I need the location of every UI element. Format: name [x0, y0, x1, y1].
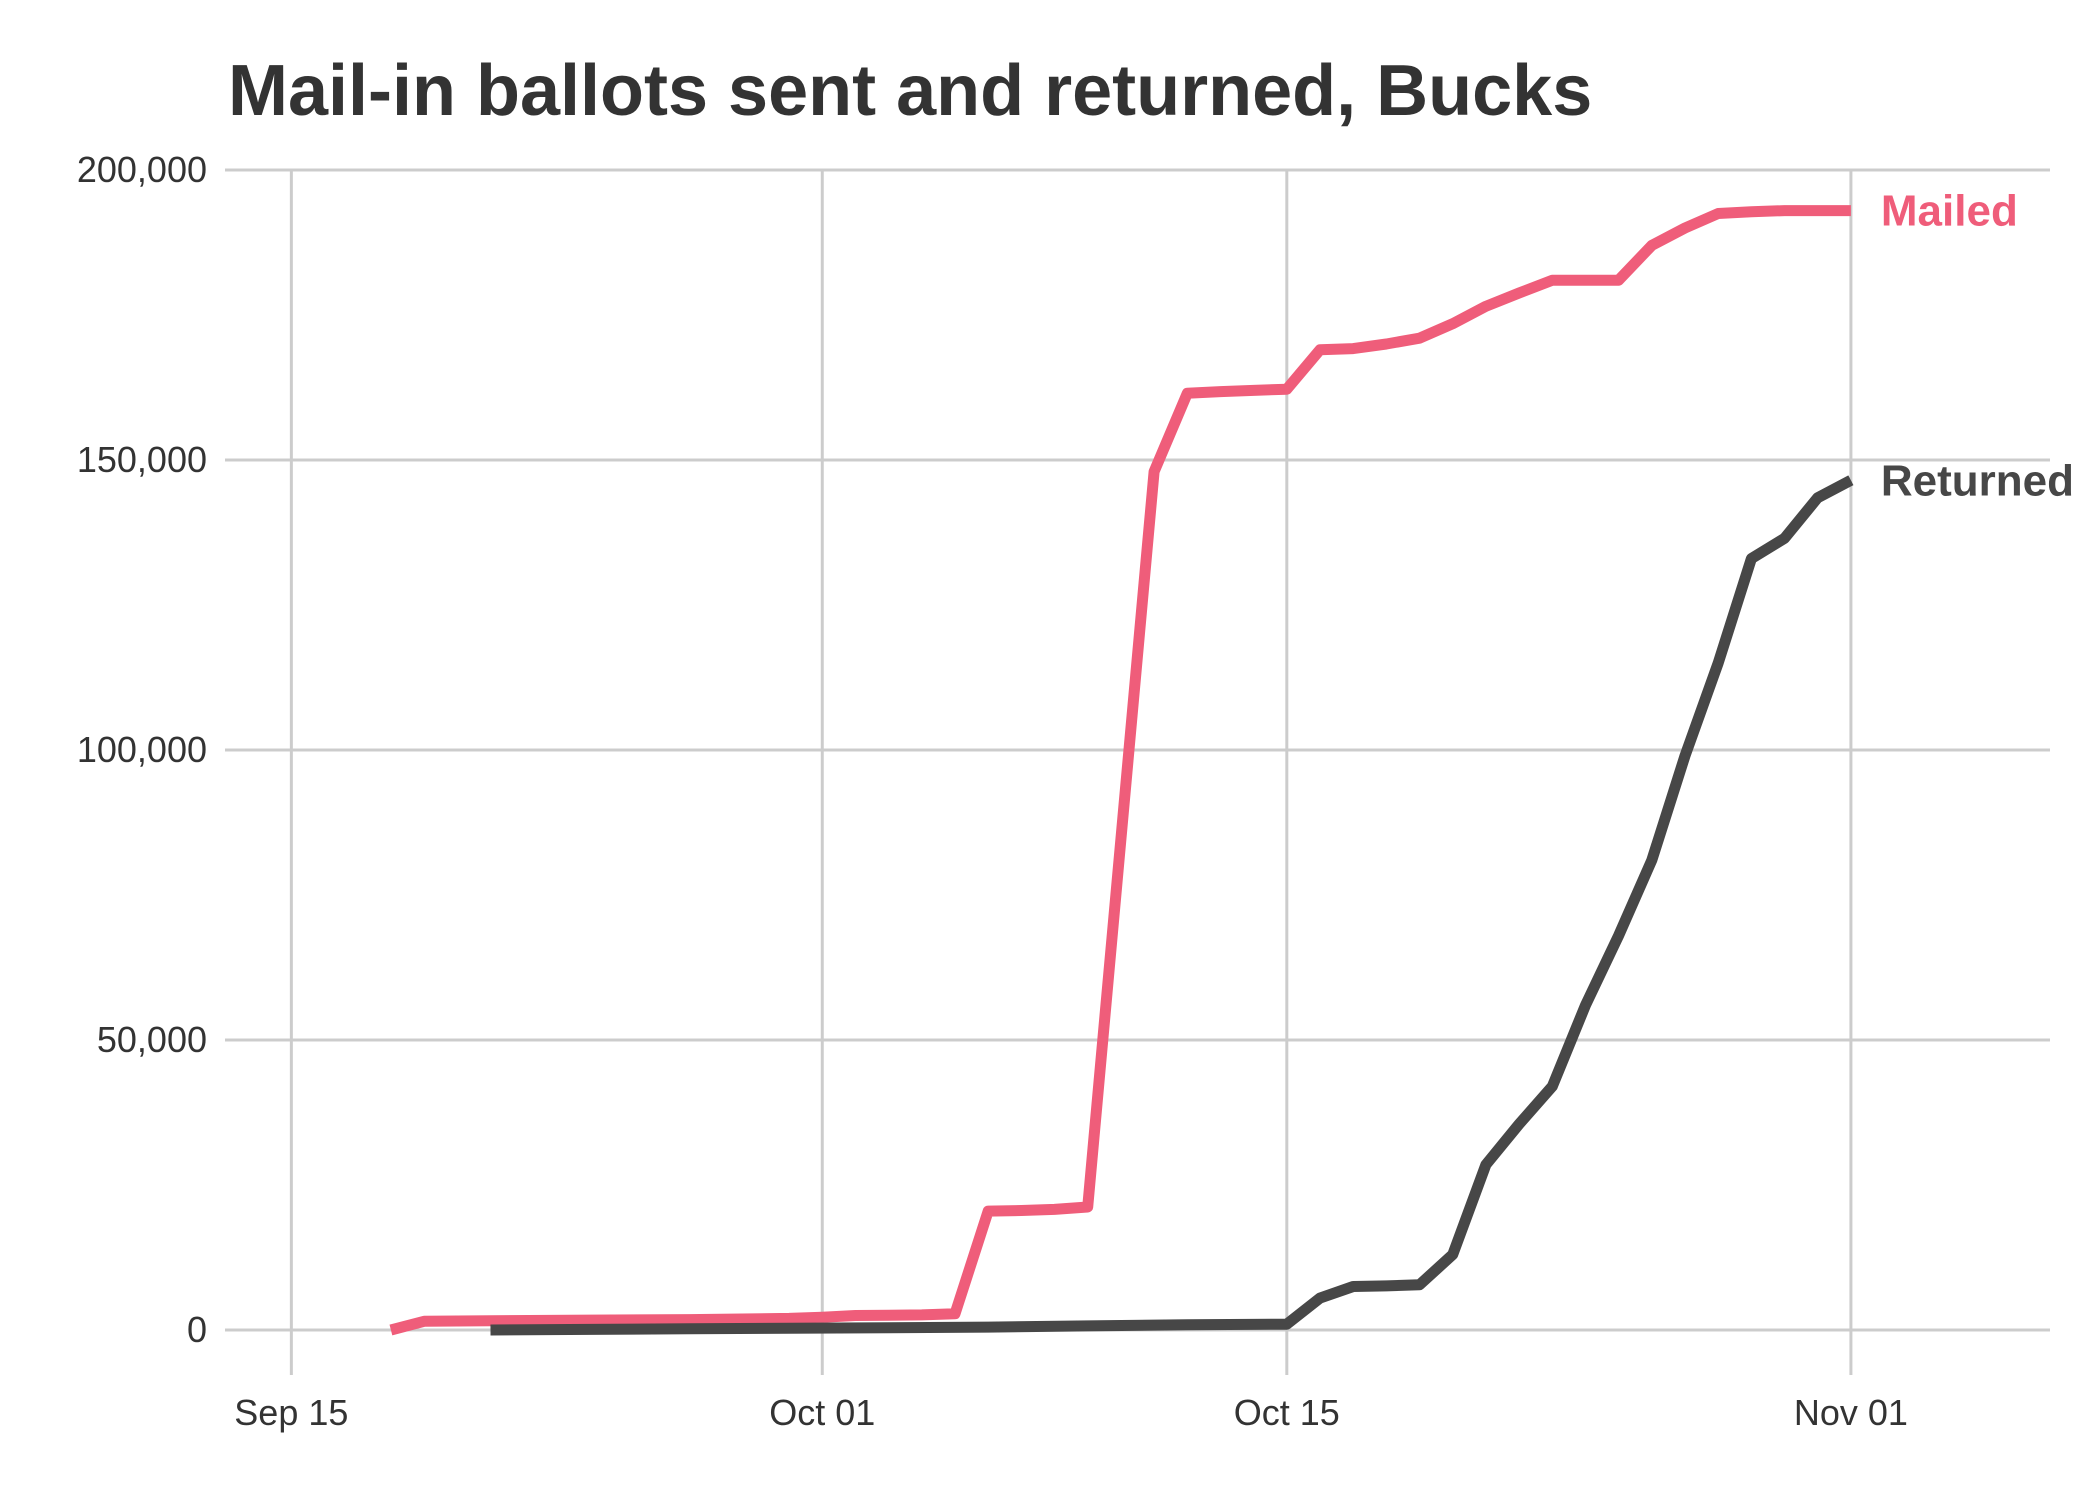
series-label-mailed: Mailed: [1881, 187, 2018, 236]
x-tick-label: Nov 01: [1794, 1392, 1908, 1433]
y-tick-label: 200,000: [77, 149, 207, 190]
y-tick-label: 0: [187, 1309, 207, 1350]
x-tick-label: Oct 01: [769, 1392, 875, 1433]
series-line-mailed: [391, 211, 1851, 1330]
y-axis-tick-labels: 0 50,000 100,000 150,000 200,000: [77, 149, 207, 1350]
series-label-returned: Returned: [1881, 456, 2074, 505]
y-tick-label: 50,000: [97, 1019, 207, 1060]
series-line-returned: [491, 480, 1851, 1330]
chart-title: Mail-in ballots sent and returned, Bucks: [228, 51, 1592, 131]
x-axis-tick-labels: Sep 15 Oct 01 Oct 15 Nov 01: [234, 1392, 1908, 1433]
x-gridlines: [291, 170, 1851, 1375]
y-tick-label: 150,000: [77, 439, 207, 480]
x-tick-label: Oct 15: [1234, 1392, 1340, 1433]
x-tick-label: Sep 15: [234, 1392, 348, 1433]
series-lines: [391, 211, 1851, 1330]
series-labels: Mailed Returned: [1881, 187, 2074, 506]
y-tick-label: 100,000: [77, 729, 207, 770]
y-gridlines: [225, 170, 2050, 1330]
